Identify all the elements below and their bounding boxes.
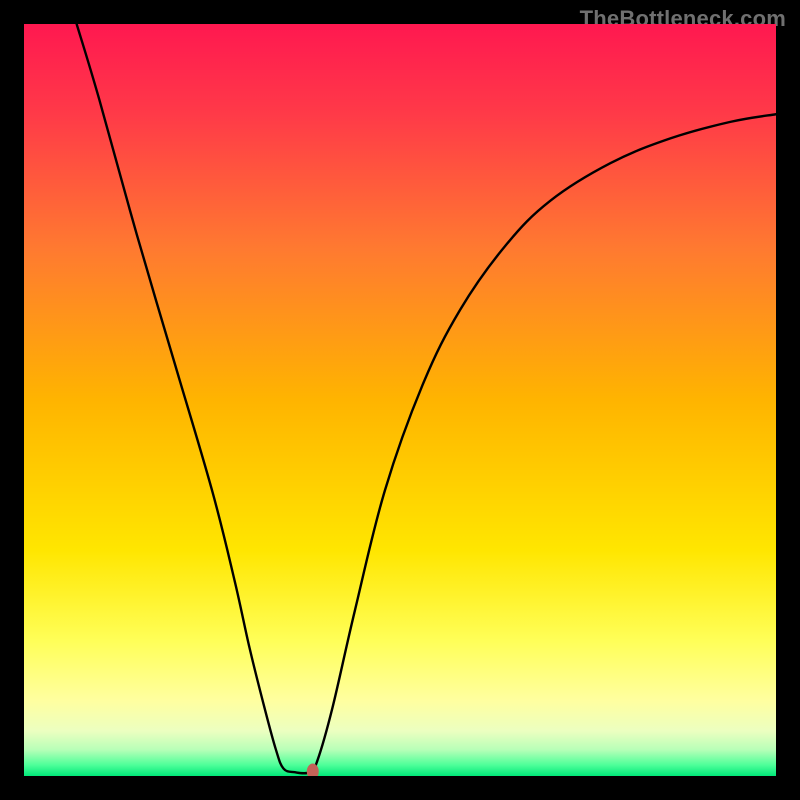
- bottleneck-curve: [77, 24, 776, 773]
- curve-layer: [24, 24, 776, 776]
- minimum-marker: [307, 763, 319, 776]
- chart-canvas: TheBottleneck.com: [0, 0, 800, 800]
- plot-area: [24, 24, 776, 776]
